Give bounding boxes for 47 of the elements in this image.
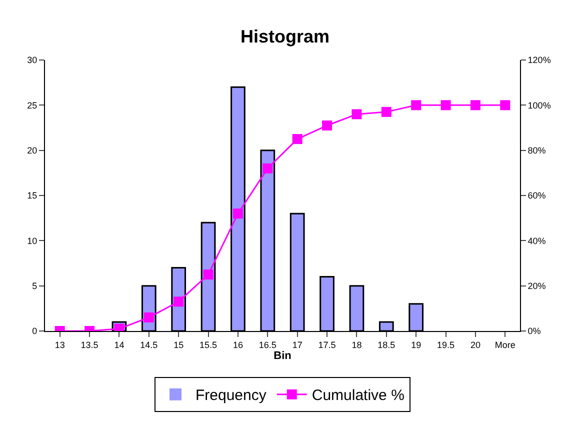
point: [352, 109, 362, 120]
x-tick-label: 18.5: [378, 340, 396, 350]
point: [203, 270, 214, 280]
x-tick-label: 15: [174, 340, 184, 350]
point: [470, 100, 480, 110]
x-tick-label: 19.5: [437, 340, 455, 350]
point: [381, 106, 392, 117]
x-tick-label: 16: [232, 340, 243, 350]
y-tick-label: 5: [32, 280, 38, 291]
x-tick-label: 15.5: [200, 340, 218, 350]
y2-tick-label: 100%: [528, 100, 551, 110]
x-tick-label: 13.5: [80, 340, 98, 350]
x-tick-label: 18: [352, 340, 362, 350]
y-tick-label: 15: [27, 190, 38, 201]
x-tick-label: 14: [114, 340, 124, 350]
y-tick-label: 10: [27, 236, 38, 246]
point: [440, 100, 451, 110]
y2-tick-label: 0%: [528, 326, 541, 336]
y-tick-label: 25: [27, 100, 38, 110]
x-tick-label: More: [494, 340, 516, 350]
point: [500, 100, 510, 110]
x-tick-label: 17: [292, 340, 302, 350]
point: [292, 134, 302, 144]
y-tick-label: 20: [27, 145, 38, 156]
y2-tick-label: 20%: [528, 280, 546, 291]
x-tick-label: 19: [411, 340, 422, 350]
y2-tick-label: 80%: [528, 145, 546, 156]
chart-title: Histogram: [240, 26, 330, 46]
x-tick-label: 17.5: [318, 340, 336, 350]
point: [174, 296, 184, 307]
x-tick-label: 20: [470, 340, 480, 350]
y2-tick-label: 40%: [528, 236, 546, 246]
point: [232, 208, 243, 219]
legend-label: Frequency: [196, 387, 267, 404]
point: [262, 163, 273, 174]
x-tick-label: 14.5: [140, 340, 158, 350]
y-tick-label: 30: [27, 55, 38, 66]
x-axis-title: Bin: [274, 350, 292, 362]
x-tick-label: 13: [54, 340, 65, 350]
y2-tick-label: 60%: [528, 190, 546, 201]
y2-tick-label: 120%: [528, 55, 551, 66]
y-tick-label: 0: [32, 326, 38, 336]
point: [322, 120, 332, 130]
point: [411, 100, 422, 110]
x-tick-label: 16.5: [258, 340, 276, 350]
point: [144, 312, 154, 322]
legend-label: Cumulative %: [312, 387, 404, 404]
